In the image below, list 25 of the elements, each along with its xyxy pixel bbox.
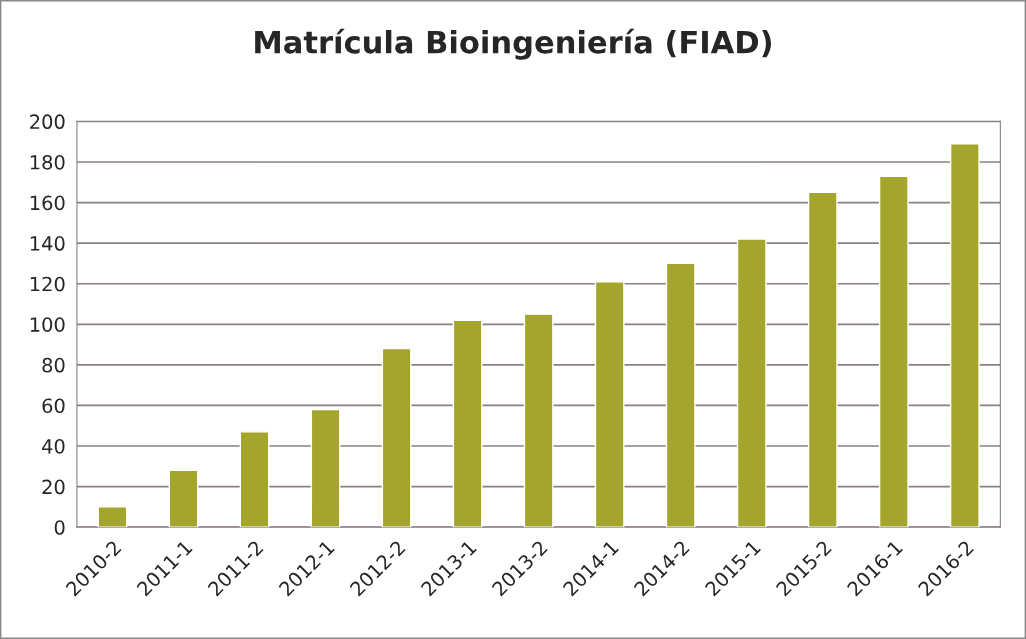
bar (239, 431, 270, 528)
bar (523, 313, 554, 528)
y-tick-label: 60 (42, 398, 65, 414)
y-tick-label: 20 (42, 479, 65, 495)
bar (665, 262, 696, 528)
bar (310, 408, 341, 528)
y-tick-label: 100 (30, 317, 65, 332)
chart-title: Matrícula Bioingeniería (FIAD) (255, 28, 772, 60)
bar (949, 143, 980, 528)
y-tick-label: 0 (54, 520, 65, 535)
bar (736, 238, 767, 528)
y-tick-label: 180 (30, 154, 65, 170)
bar (97, 506, 128, 528)
y-tick-label: 120 (30, 276, 65, 292)
bar (452, 319, 483, 528)
y-tick-label: 40 (42, 438, 65, 454)
bar (878, 175, 909, 528)
bar (168, 469, 199, 528)
y-tick-label: 200 (30, 114, 65, 130)
y-tick-label: 160 (30, 195, 65, 211)
bar (594, 280, 625, 528)
bar (807, 191, 838, 528)
y-tick-label: 80 (42, 357, 65, 373)
y-tick-label: 140 (30, 236, 65, 251)
bar (381, 347, 412, 528)
